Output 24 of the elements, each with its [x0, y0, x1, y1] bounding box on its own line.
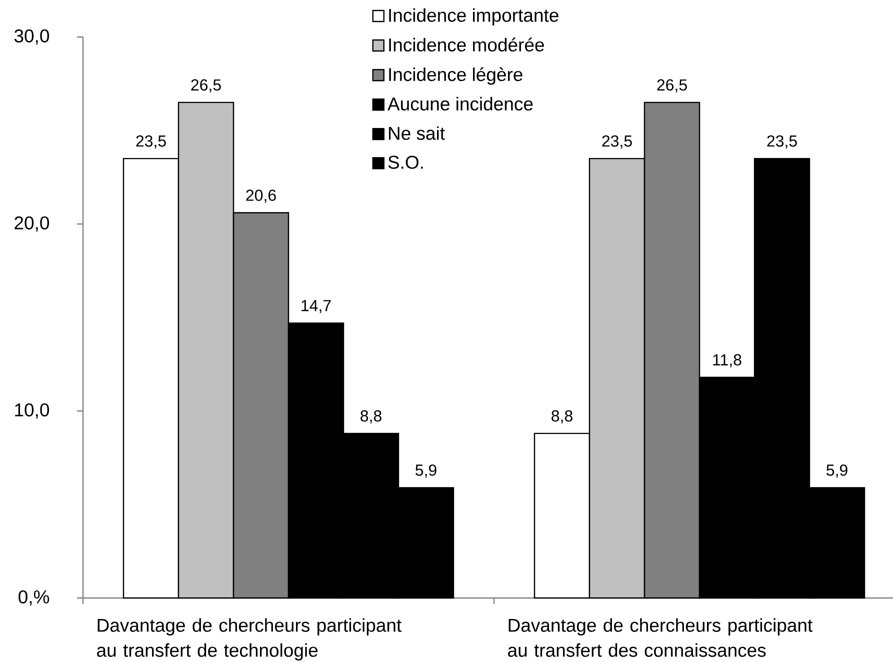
legend-label: Ne sait [389, 126, 445, 140]
y-tick-label: 30,0 [14, 29, 50, 45]
y-tick-label: 20,0 [14, 216, 50, 232]
data-label: 23,5 [136, 135, 166, 149]
data-label: 26,5 [191, 79, 221, 92]
y-tick-label: 10,0 [15, 403, 50, 419]
data-label: 8,8 [360, 410, 382, 424]
data-label: 23,5 [767, 135, 797, 149]
legend-label: Aucune incidence [388, 96, 533, 111]
x-tick-label: Davantage de chercheurs participant au transfert de technologie [97, 618, 402, 661]
y-tick-label: 0,% [18, 590, 50, 606]
data-label: 5,9 [826, 464, 848, 478]
data-label: 14,7 [302, 300, 331, 314]
data-label: 26,5 [657, 79, 687, 92]
legend-label: Incidence importante [389, 8, 558, 26]
data-label: 20,6 [246, 190, 276, 203]
legend-label: Incidence légère [389, 67, 522, 85]
data-label: 11,8 [713, 354, 742, 368]
data-label: 5,9 [416, 464, 436, 478]
legend-label: S.O. [388, 156, 423, 169]
legend-label: Incidence modérée [389, 38, 544, 52]
x-tick-label: Davantage de chercheurs participant au transfert des connaissances [508, 618, 812, 657]
data-label: 8,8 [552, 410, 572, 424]
data-label: 23,5 [602, 135, 632, 149]
